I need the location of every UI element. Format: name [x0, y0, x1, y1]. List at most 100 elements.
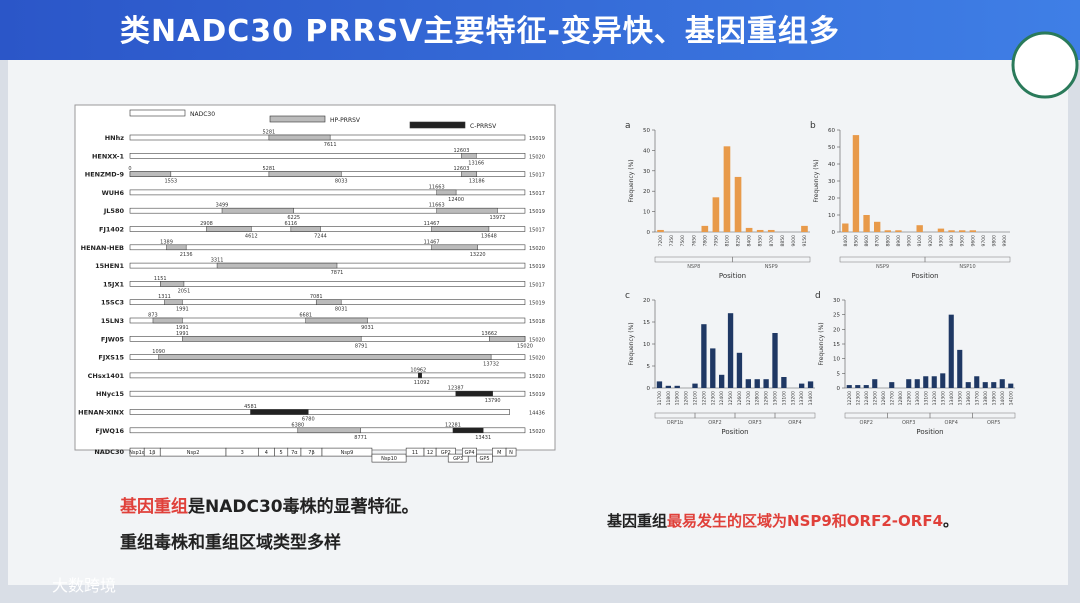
x-tick-label: 9000 — [791, 235, 797, 247]
strain-name: HENAN-XINX — [78, 409, 124, 417]
gene-label: 5 — [279, 450, 282, 456]
bar — [889, 382, 895, 388]
hp-segment — [182, 336, 362, 342]
hp-segment — [221, 207, 294, 214]
bar — [874, 221, 881, 232]
bar — [923, 376, 929, 388]
x-tick-label: 13400 — [808, 391, 814, 405]
bar — [754, 379, 760, 388]
region-bracket — [972, 412, 1016, 419]
bar — [957, 349, 963, 388]
region-label: ORF3 — [902, 420, 915, 426]
x-tick-label: 9500 — [960, 235, 966, 247]
x-tick-label: 14100 — [1008, 391, 1014, 405]
genome-length: 15017 — [529, 191, 545, 197]
x-tick-label: 12400 — [864, 391, 870, 405]
note-line: 重组毒株和重组区域类型多样 — [120, 533, 341, 553]
breakpoint: 5281 — [263, 130, 276, 136]
genome-length: 15019 — [529, 136, 545, 142]
x-axis-label: Position — [721, 428, 748, 436]
breakpoint: 11663 — [429, 184, 445, 190]
legend-label: C-PRRSV — [470, 123, 497, 130]
c-segment — [418, 372, 422, 379]
breakpoint: 8791 — [355, 343, 368, 349]
note-line: 基因重组最易发生的区域为NSP9和ORF2-ORF4。 — [607, 510, 958, 531]
panel-label: a — [625, 121, 631, 131]
genome-length: 15019 — [529, 209, 545, 215]
bar — [736, 352, 743, 388]
bar — [710, 348, 716, 388]
y-axis-label: Frequency (%) — [628, 159, 635, 202]
x-tick-label: 13300 — [799, 391, 805, 405]
strain-name: 15HEN1 — [95, 262, 124, 270]
region-label: ORF1b — [667, 420, 684, 426]
breakpoint: 1991 — [176, 331, 189, 337]
x-tick-label: 7350 — [669, 235, 675, 247]
bar — [767, 229, 775, 232]
bar — [692, 383, 698, 388]
bar — [969, 230, 976, 232]
x-tick-label: 13300 — [940, 391, 946, 405]
breakpoint: 3499 — [216, 203, 229, 209]
gene-label: 4 — [265, 450, 268, 456]
note-text: 是NADC30毒株的显著特征。 — [188, 497, 419, 517]
genome-length: 15018 — [529, 319, 545, 325]
breakpoint: 2908 — [200, 221, 213, 227]
x-tick-label: 13900 — [991, 391, 997, 405]
x-tick-label: 9300 — [938, 235, 944, 247]
y-tick-label: 30 — [643, 169, 650, 175]
hp-segment — [268, 134, 331, 141]
breakpoint: 873 — [148, 313, 158, 319]
x-tick-label: 13200 — [790, 391, 796, 405]
legend-swatch — [129, 109, 186, 117]
genome-length: 15017 — [529, 173, 545, 179]
y-tick-label: 20 — [643, 298, 650, 304]
y-tick-label: 30 — [833, 298, 840, 304]
bar — [937, 228, 945, 232]
x-tick-label: 11700 — [657, 391, 663, 405]
region-bracket — [732, 256, 811, 263]
breakpoint: 13186 — [469, 179, 485, 185]
region-bracket — [924, 256, 1011, 263]
x-tick-label: 8800 — [885, 235, 891, 247]
bar — [895, 230, 902, 232]
y-tick-label: 30 — [828, 179, 835, 185]
bar — [756, 229, 764, 232]
note-text: 。 — [943, 512, 959, 530]
bar — [931, 376, 937, 388]
strain-name: HENAN-HEB — [81, 244, 124, 252]
genome-bar — [129, 372, 526, 379]
breakpoint: 3311 — [211, 258, 224, 264]
gene-label: 11 — [412, 450, 418, 456]
hp-segment — [461, 171, 478, 177]
bar — [948, 314, 954, 388]
strain-name: CHsx1401 — [88, 372, 125, 380]
x-tick-label: 12400 — [719, 391, 725, 405]
bar — [727, 313, 734, 388]
gene-box — [505, 447, 517, 457]
bar — [763, 379, 769, 388]
y-tick-label: 10 — [643, 210, 650, 216]
gene-label: GP3 — [453, 456, 463, 462]
hp-segment — [461, 153, 477, 159]
x-tick-label: 12800 — [755, 391, 761, 405]
y-tick-label: 5 — [837, 371, 841, 377]
strain-name: HENZMD-9 — [85, 171, 125, 179]
x-tick-label: 12200 — [847, 391, 853, 405]
x-tick-label: 8500 — [853, 235, 859, 247]
bar — [807, 381, 814, 388]
y-tick-label: 20 — [828, 196, 835, 202]
bar — [842, 223, 849, 232]
breakpoint: 7081 — [310, 294, 323, 300]
breakpoint: 13662 — [481, 331, 497, 337]
hp-segment — [436, 207, 498, 214]
breakpoint: 13220 — [470, 252, 486, 258]
region-label: ORF5 — [987, 420, 1000, 426]
bar — [852, 135, 860, 232]
x-tick-label: 12700 — [746, 391, 752, 405]
x-tick-label: 9700 — [981, 235, 987, 247]
gene-label: 7β — [308, 450, 314, 456]
y-tick-label: 0 — [647, 386, 651, 392]
breakpoint: 6780 — [302, 417, 315, 423]
